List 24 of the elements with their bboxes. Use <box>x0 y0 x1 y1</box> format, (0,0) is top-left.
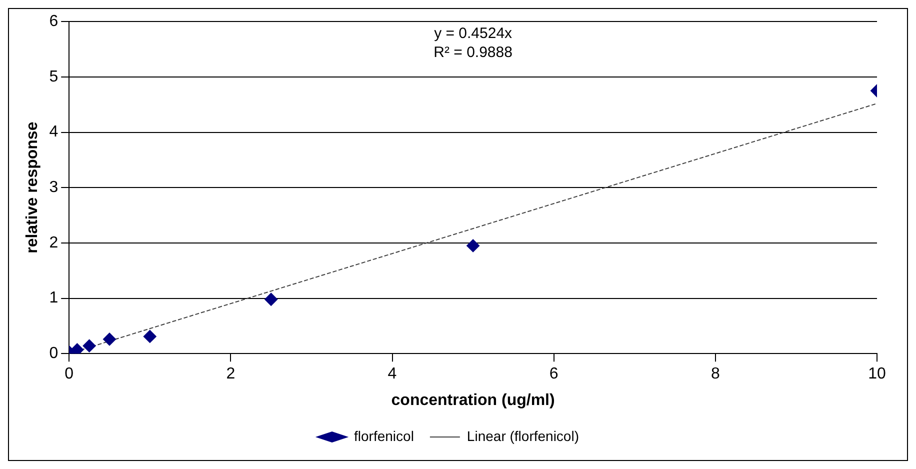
y-tick-label: 2 <box>49 234 58 252</box>
y-tick-label: 1 <box>49 290 58 307</box>
y-axis-title: relative response <box>24 122 42 254</box>
x-tick-label: 2 <box>226 366 236 383</box>
point <box>70 343 84 354</box>
x-tick-label: 10 <box>868 366 886 383</box>
x-tick-label: 6 <box>549 366 558 383</box>
x-axis-title: concentration (ug/ml) <box>391 392 555 409</box>
annotation: y = 0.4524x <box>434 25 513 42</box>
x-tick-label: 8 <box>710 366 720 383</box>
y-tick-label: 6 <box>49 13 58 30</box>
point <box>102 332 116 346</box>
y-tick-label: 0 <box>49 345 58 362</box>
y-tick-label: 4 <box>49 124 58 141</box>
legend-label: Linear (florfenicol) <box>466 428 579 444</box>
point <box>143 330 156 343</box>
y-tick-label: 5 <box>49 68 58 86</box>
point <box>82 339 96 352</box>
y-tick-label: 3 <box>49 179 58 196</box>
x-tick-label: 0 <box>64 366 74 383</box>
annotation: R² = 0.9888 <box>434 44 512 62</box>
x-tick-label: 4 <box>388 366 397 383</box>
legend-label: florfenicol <box>354 428 414 444</box>
point <box>264 292 278 306</box>
